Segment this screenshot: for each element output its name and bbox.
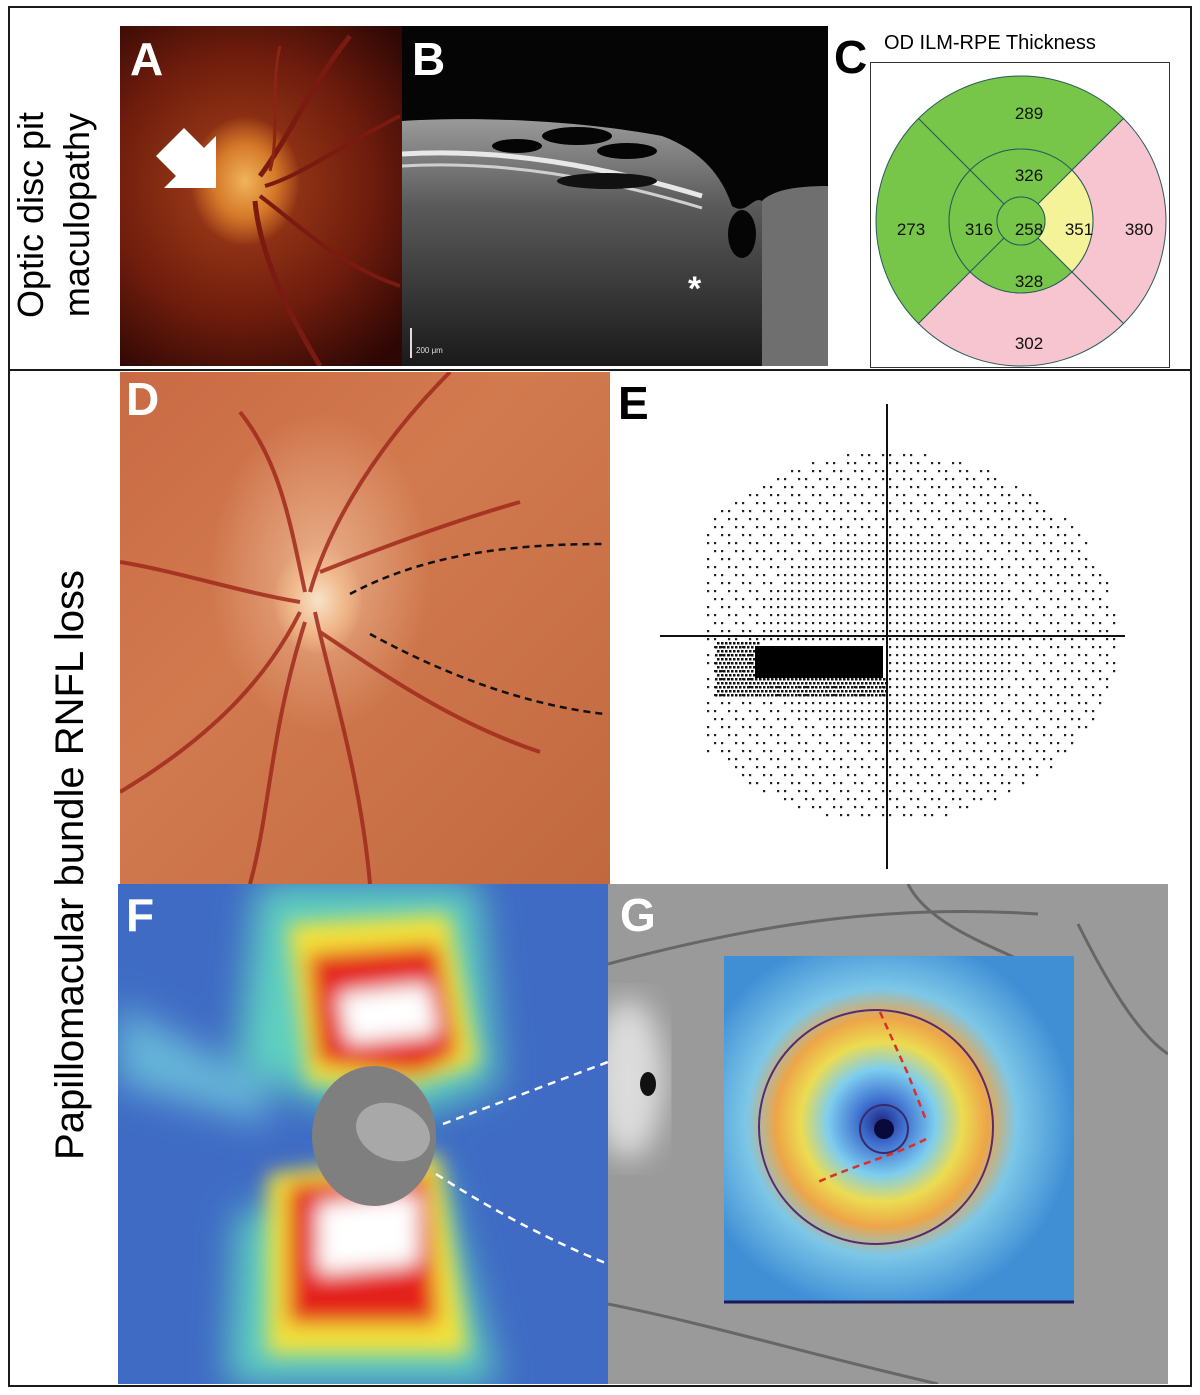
scale-bar-label: 200 μm: [416, 346, 443, 355]
panel-d-fundus: D: [120, 372, 610, 884]
panel-d-letter: D: [126, 373, 160, 425]
row-label-top-line1: Optic disc pit: [10, 111, 51, 319]
outer-ellipse: [758, 1009, 994, 1245]
value-outer-nasal: 380: [1125, 220, 1153, 239]
inner-ellipse: [859, 1104, 909, 1154]
row-label-bottom: Papillomacular bundle RNFL loss: [45, 455, 95, 1275]
value-center: 258: [1015, 220, 1043, 239]
value-outer-inferior: 302: [1015, 334, 1043, 353]
panel-e-letter: E: [618, 377, 649, 429]
panel-c-thickness-map: 289 326 258 316 351 273 380 328 302: [870, 62, 1170, 368]
row-divider: [8, 369, 1192, 371]
value-outer-temporal: 273: [897, 220, 925, 239]
arrow-icon: [156, 128, 216, 188]
row-label-bottom-text: Papillomacular bundle RNFL loss: [48, 570, 92, 1160]
panel-f-heatmap: [118, 884, 608, 1384]
thickness-values: 289 326 258 316 351 273 380 328 302: [897, 104, 1153, 353]
value-inner-superior: 326: [1015, 166, 1043, 185]
optic-cup: [356, 1102, 430, 1162]
value-inner-temporal: 316: [965, 220, 993, 239]
panel-a-fundus: A: [120, 26, 402, 366]
panel-f-rnfl-map: F: [118, 884, 608, 1384]
thickness-etdrs-grid: 289 326 258 316 351 273 380 328 302: [875, 75, 1167, 367]
value-inner-nasal: 351: [1065, 220, 1093, 239]
sector-center: [996, 196, 1046, 246]
panel-c-title: OD ILM-RPE Thickness: [884, 32, 1096, 54]
panel-a-letter: A: [130, 33, 164, 85]
scale-bar: [410, 328, 412, 358]
row-label-top-line2: maculopathy: [56, 112, 97, 318]
row-label-top: Optic disc pit maculopathy: [8, 90, 118, 340]
value-outer-superior: 289: [1015, 104, 1043, 123]
panel-b-oct-scan: [402, 119, 828, 366]
panel-a-vessels: [156, 34, 401, 366]
dense-scotoma: [755, 646, 883, 678]
panel-f-letter: F: [126, 889, 155, 941]
panel-c-letter: C: [834, 31, 868, 83]
visual-field-points: [707, 454, 1116, 817]
panel-g-letter: G: [620, 889, 656, 941]
panel-b-oct: B * 200 μm: [402, 26, 828, 366]
panel-b-asterisk: *: [688, 270, 702, 308]
figure-frame: [8, 6, 1192, 1387]
value-inner-inferior: 328: [1015, 272, 1043, 291]
panel-e-visual-field: [660, 404, 1125, 869]
panel-g-image: [608, 884, 1168, 1384]
panel-g-gcl-map: G: [608, 884, 1168, 1384]
panel-d-vessels: [120, 372, 605, 884]
panel-b-letter: B: [412, 33, 446, 85]
